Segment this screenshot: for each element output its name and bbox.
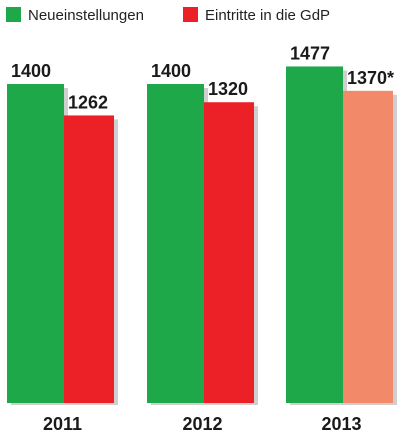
bar-eintritte-2012 xyxy=(204,102,254,403)
value-label-neueinstellungen-2011: 1400 xyxy=(11,61,51,81)
legend-label-neueinstellungen: Neueinstellungen xyxy=(28,7,144,24)
x-tick-label-2013: 2013 xyxy=(321,414,361,434)
plot-area: 1400 1262 2011 1400 1320 2012 1477 1370* 2013 xyxy=(7,43,397,434)
bar-group-2013: 1477 1370* 2013 xyxy=(286,43,397,434)
x-tick-label-2011: 2011 xyxy=(43,414,82,434)
value-label-eintritte-2012: 1320 xyxy=(208,79,248,99)
legend-swatch-eintritte xyxy=(183,7,198,22)
x-tick-label-2012: 2012 xyxy=(182,414,222,434)
value-label-eintritte-2011: 1262 xyxy=(68,92,108,112)
legend-label-eintritte: Eintritte in die GdP xyxy=(205,7,330,24)
bar-neueinstellungen-2013 xyxy=(286,66,343,403)
legend-item-eintritte: Eintritte in die GdP xyxy=(183,7,330,24)
bar-eintritte-2013 xyxy=(343,90,393,403)
bar-eintritte-2011 xyxy=(64,115,114,404)
bar-group-2012: 1400 1320 2012 xyxy=(147,61,258,434)
legend-swatch-neueinstellungen xyxy=(6,7,21,22)
value-label-neueinstellungen-2013: 1477 xyxy=(290,43,330,63)
legend: Neueinstellungen Eintritte in die GdP xyxy=(6,7,330,24)
bar-neueinstellungen-2011 xyxy=(7,84,64,403)
bar-group-2011: 1400 1262 2011 xyxy=(7,61,118,434)
value-label-eintritte-2013: 1370* xyxy=(347,68,394,88)
legend-item-neueinstellungen: Neueinstellungen xyxy=(6,7,144,24)
bar-neueinstellungen-2012 xyxy=(147,84,204,403)
value-label-neueinstellungen-2012: 1400 xyxy=(151,61,191,81)
